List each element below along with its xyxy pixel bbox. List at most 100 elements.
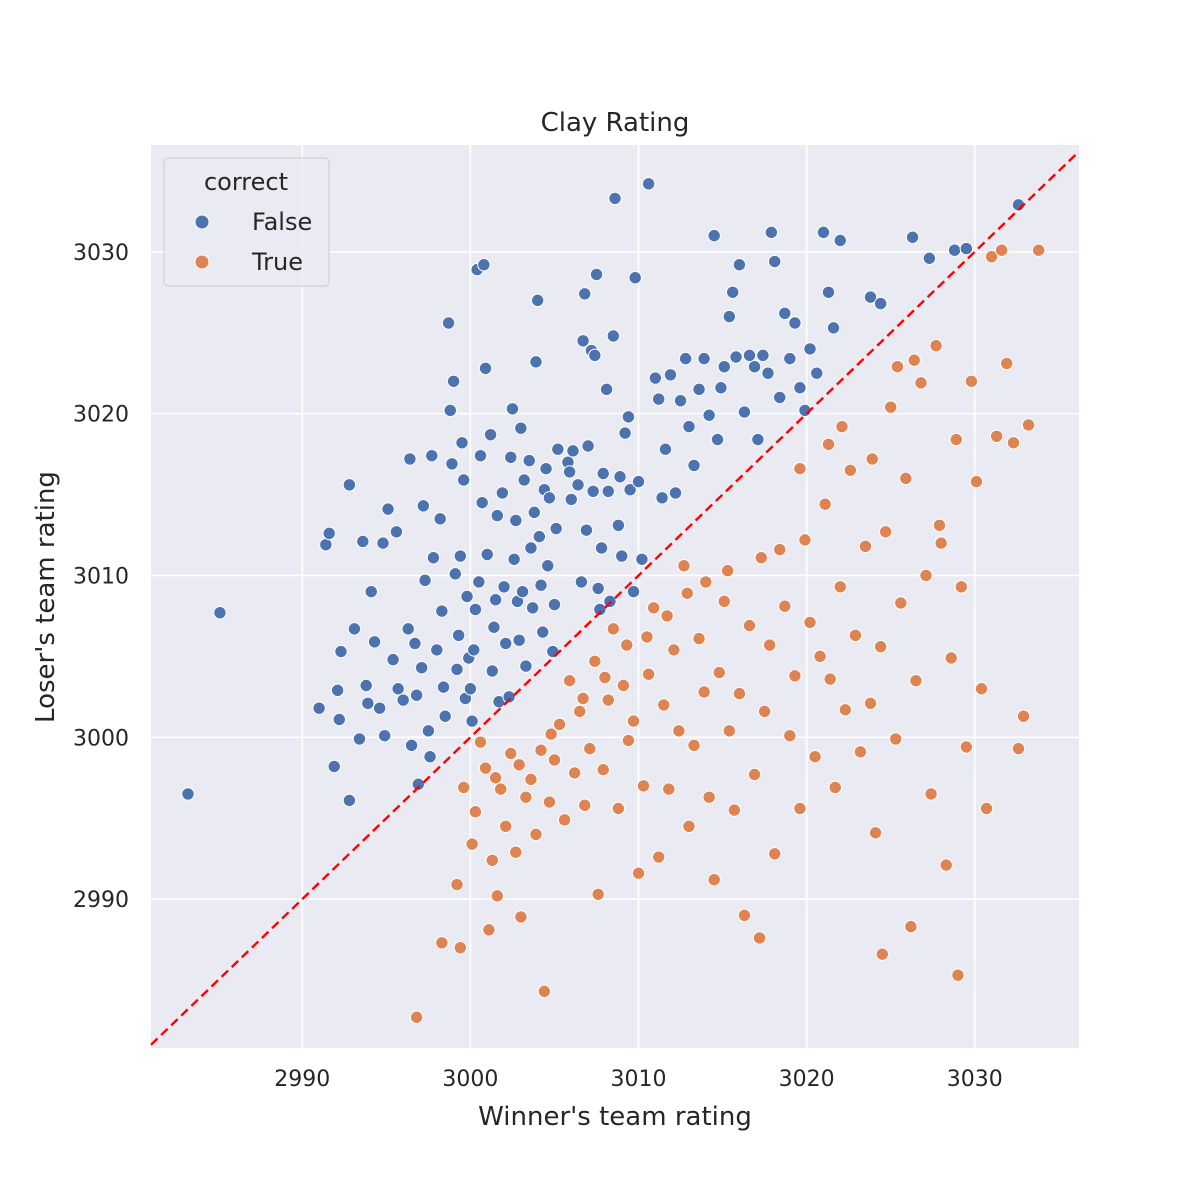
data-point — [356, 534, 370, 549]
y-tick-label: 3000 — [73, 726, 129, 751]
data-point — [707, 228, 721, 243]
data-point — [403, 452, 417, 466]
data-point — [504, 450, 518, 465]
data-point — [579, 523, 594, 537]
data-point — [525, 601, 540, 615]
data-point — [826, 321, 841, 335]
data-point — [722, 309, 737, 324]
data-point — [833, 233, 847, 248]
legend: correct False True — [163, 157, 330, 287]
data-point — [588, 654, 602, 668]
data-point — [460, 589, 474, 604]
data-point — [843, 463, 858, 477]
data-point — [905, 230, 920, 244]
data-point — [534, 578, 548, 592]
x-tick-label: 2990 — [274, 1067, 330, 1092]
data-point — [835, 419, 849, 434]
data-point — [954, 580, 969, 594]
y-tick-label: 3030 — [73, 241, 129, 266]
data-point — [621, 733, 636, 748]
data-point — [591, 887, 605, 901]
legend-label-true: True — [251, 248, 303, 276]
data-point — [858, 539, 873, 554]
data-point — [752, 931, 767, 945]
data-point — [692, 382, 706, 397]
data-point — [878, 525, 893, 539]
data-point — [391, 682, 405, 696]
data-point — [636, 779, 651, 793]
data-point — [803, 615, 817, 630]
data-point — [322, 526, 336, 541]
data-point — [499, 636, 513, 651]
data-point — [544, 727, 558, 741]
data-point — [808, 750, 822, 764]
data-point — [934, 536, 948, 550]
data-point — [564, 492, 578, 507]
data-point — [330, 683, 345, 698]
data-point — [868, 826, 883, 840]
data-point — [793, 801, 807, 816]
data-point — [425, 449, 439, 463]
data-point — [450, 877, 464, 892]
data-point — [468, 805, 483, 819]
data-point — [793, 381, 807, 395]
data-point — [342, 478, 357, 492]
data-point — [581, 439, 595, 453]
data-point — [873, 296, 888, 311]
data-point — [547, 753, 562, 767]
data-point — [969, 474, 984, 489]
data-point — [1000, 356, 1014, 371]
data-point — [448, 567, 462, 581]
data-point — [539, 461, 553, 476]
x-axis-ticks: 2990 3000 3010 3020 3030 — [274, 1067, 1002, 1092]
data-point — [473, 449, 488, 463]
data-point — [813, 649, 827, 664]
data-point — [408, 636, 422, 651]
data-point — [932, 518, 947, 532]
data-point — [455, 436, 469, 450]
data-point — [773, 542, 787, 557]
data-point — [404, 738, 419, 753]
data-point — [557, 813, 572, 827]
data-point — [514, 421, 528, 435]
data-point — [979, 801, 994, 816]
data-point — [725, 285, 740, 299]
data-point — [571, 478, 585, 492]
data-point — [601, 484, 615, 499]
data-point — [873, 639, 888, 654]
data-point — [381, 502, 395, 516]
data-point — [994, 243, 1009, 257]
x-tick-label: 3020 — [779, 1067, 835, 1092]
data-point — [783, 728, 797, 743]
data-point — [583, 741, 597, 756]
data-point — [717, 594, 731, 609]
data-point — [482, 923, 496, 937]
data-point — [534, 743, 548, 757]
data-point — [710, 432, 725, 447]
data-point — [833, 580, 847, 594]
data-point — [541, 559, 555, 573]
data-point — [1011, 741, 1026, 756]
legend-marker-true — [194, 254, 210, 270]
data-point — [863, 290, 878, 304]
data-point — [593, 602, 607, 617]
data-point — [616, 678, 631, 693]
data-point — [635, 552, 649, 566]
data-point — [468, 602, 483, 617]
data-point — [919, 568, 933, 583]
legend-box — [163, 157, 330, 287]
data-point — [493, 782, 508, 796]
data-point — [532, 529, 547, 544]
data-point — [729, 350, 743, 364]
data-point — [463, 682, 478, 696]
data-point — [567, 766, 582, 780]
data-point — [816, 225, 831, 240]
data-point — [989, 429, 1004, 443]
data-point — [823, 672, 837, 686]
data-point — [884, 400, 898, 414]
data-point — [702, 408, 716, 422]
data-point — [646, 601, 661, 615]
data-point — [453, 940, 468, 955]
data-point — [951, 968, 965, 982]
data-point — [768, 847, 782, 861]
